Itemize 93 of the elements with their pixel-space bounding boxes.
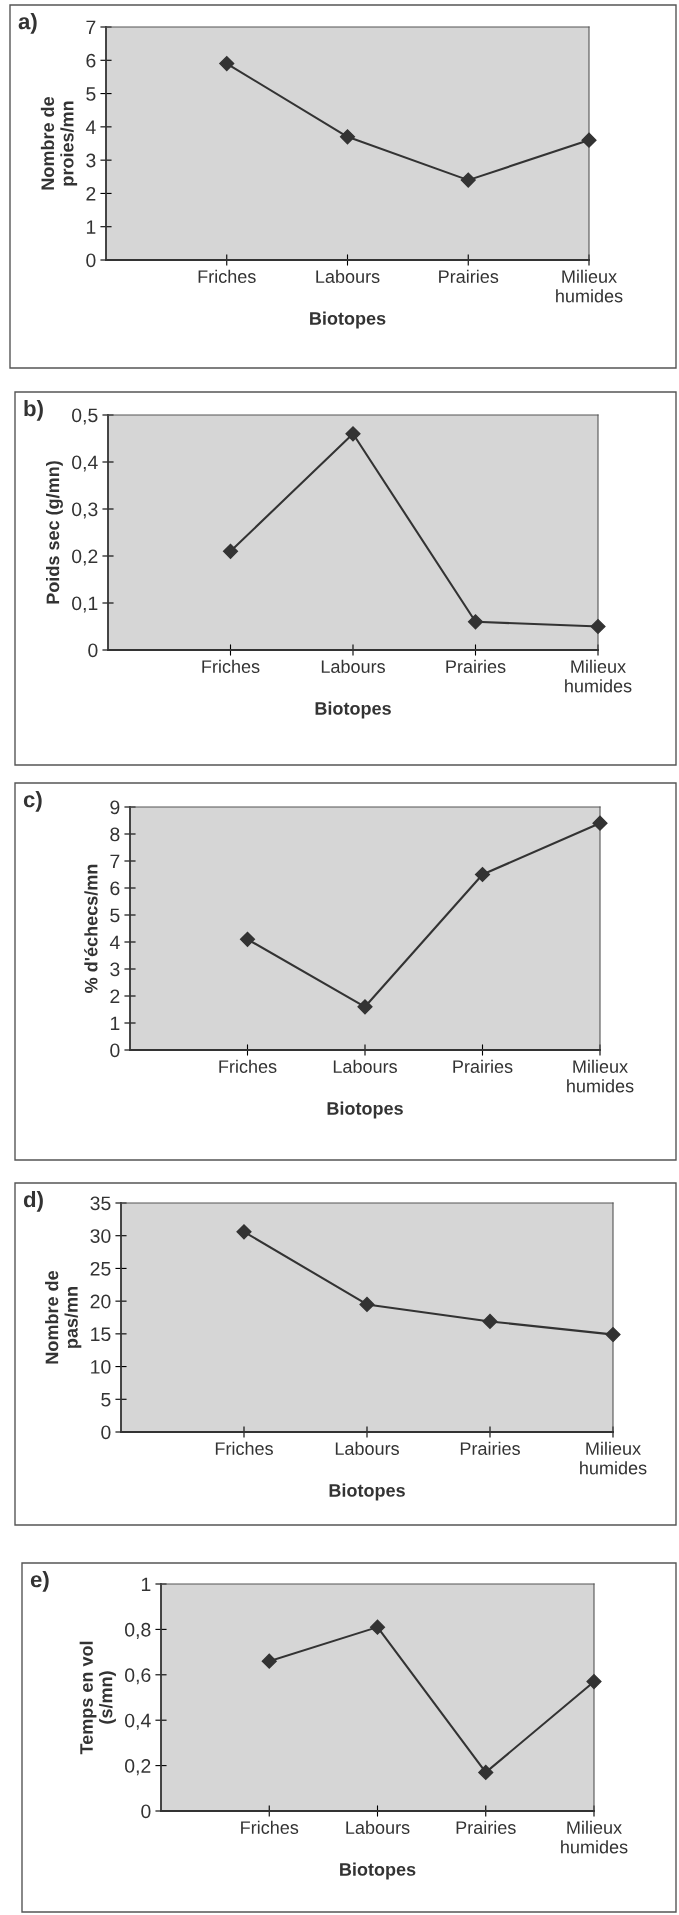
y-tick-label: 10 (91, 1360, 111, 1374)
point (357, 999, 373, 1015)
y-tick-label: 8 (110, 827, 120, 842)
x-tick-label: Prairies (456, 1820, 516, 1834)
point (474, 866, 491, 883)
x-tick-label: Friches (241, 1820, 299, 1834)
y-tick-label: 30 (90, 1229, 111, 1243)
x-tick-label: Milieux humides (565, 659, 632, 693)
y-axis-title: Poids sec (g/mn) (46, 461, 63, 604)
y-tick-label: 1 (110, 1016, 120, 1031)
x-axis-title: Biotopes (310, 311, 386, 329)
point (236, 1224, 252, 1240)
y-tick-label: 35 (90, 1196, 111, 1211)
x-tick-label: Prairies (439, 269, 499, 283)
y-axis-title: % d'échecs/mn (84, 864, 98, 993)
y-tick-label: 15 (91, 1327, 111, 1342)
point (219, 56, 235, 72)
y-tick-label: 0 (110, 1043, 120, 1058)
y-tick-label: 4 (109, 935, 120, 950)
y-tick-label: 6 (110, 881, 120, 896)
y-tick-label: 1 (86, 220, 96, 234)
x-tick-label: Prairies (453, 1059, 513, 1073)
y-tick-label: 7 (110, 854, 120, 869)
y-tick-label: 6 (86, 53, 96, 68)
point (590, 618, 606, 635)
x-tick-label: Labours (321, 659, 385, 673)
y-tick-label: 0 (86, 253, 96, 268)
x-tick-label: Milieux humides (567, 1059, 634, 1093)
y-tick-label: 0,2 (72, 549, 98, 566)
x-tick-label: Friches (215, 1441, 273, 1455)
y-tick-label: 0 (88, 643, 98, 658)
x-tick-label: Prairies (446, 659, 506, 673)
y-tick-label: 0,4 (125, 1713, 151, 1730)
y-tick-label: 1 (141, 1577, 151, 1592)
y-tick-label: 0,1 (72, 596, 98, 613)
y-tick-label: 0,2 (125, 1759, 151, 1776)
point (586, 1674, 602, 1690)
y-tick-label: 2 (86, 186, 96, 201)
x-tick-label: Friches (202, 659, 260, 673)
y-tick-label: 20 (90, 1294, 111, 1309)
y-tick-label: 5 (101, 1392, 111, 1407)
chart-title: a) (18, 13, 37, 34)
y-axis-title: Temps en vol (s/mn) (79, 1641, 116, 1755)
y-tick-label: 0,8 (125, 1622, 151, 1639)
x-tick-label: Milieux humides (580, 1441, 647, 1475)
y-tick-label: 3 (110, 962, 120, 977)
y-tick-label: 0,5 (72, 408, 98, 425)
point (581, 132, 597, 148)
y-tick-label: 25 (90, 1261, 111, 1276)
y-axis-title: Nombre de pas/mn (45, 1270, 82, 1364)
chart-title: b) (24, 400, 43, 421)
x-axis-title: Biotopes (315, 701, 391, 719)
y-axis-title: Nombre de proies/mn (40, 96, 78, 190)
point (592, 815, 608, 831)
x-tick-label: Labours (333, 1059, 397, 1073)
y-tick-label: 4 (85, 120, 96, 134)
x-axis-title: Biotopes (340, 1862, 416, 1880)
chart-title: e) (30, 1571, 49, 1592)
point (222, 543, 239, 559)
point (369, 1619, 386, 1635)
point (478, 1764, 494, 1780)
point (460, 172, 476, 188)
y-tick-label: 0 (101, 1425, 111, 1440)
x-tick-label: Friches (219, 1059, 277, 1073)
point (467, 614, 484, 630)
chart-title: c) (23, 791, 42, 812)
x-tick-label: Milieux humides (561, 1820, 628, 1854)
y-tick-label: 0,6 (125, 1668, 151, 1685)
y-tick-label: 0,4 (72, 455, 98, 472)
y-tick-label: 0 (141, 1804, 151, 1819)
y-tick-label: 3 (86, 153, 96, 168)
y-tick-label: 2 (110, 989, 120, 1004)
y-tick-label: 9 (110, 800, 120, 815)
y-tick-label: 5 (110, 908, 120, 923)
point (482, 1313, 498, 1329)
y-tick-label: 5 (86, 87, 96, 101)
point (339, 129, 356, 145)
x-axis-title: Biotopes (329, 1483, 405, 1501)
x-tick-label: Milieux humides (556, 269, 623, 303)
x-tick-label: Labours (346, 1820, 410, 1834)
x-tick-label: Prairies (460, 1441, 520, 1455)
y-tick-label: 7 (86, 20, 96, 35)
x-tick-label: Labours (316, 269, 380, 283)
point (239, 931, 256, 947)
point (359, 1296, 375, 1312)
x-tick-label: Friches (198, 269, 256, 283)
point (605, 1326, 621, 1343)
point (345, 426, 361, 442)
chart-title: d) (23, 1191, 43, 1212)
point (261, 1653, 277, 1669)
x-axis-title: Biotopes (327, 1101, 403, 1119)
x-tick-label: Labours (335, 1441, 399, 1455)
y-tick-label: 0,3 (72, 502, 98, 519)
